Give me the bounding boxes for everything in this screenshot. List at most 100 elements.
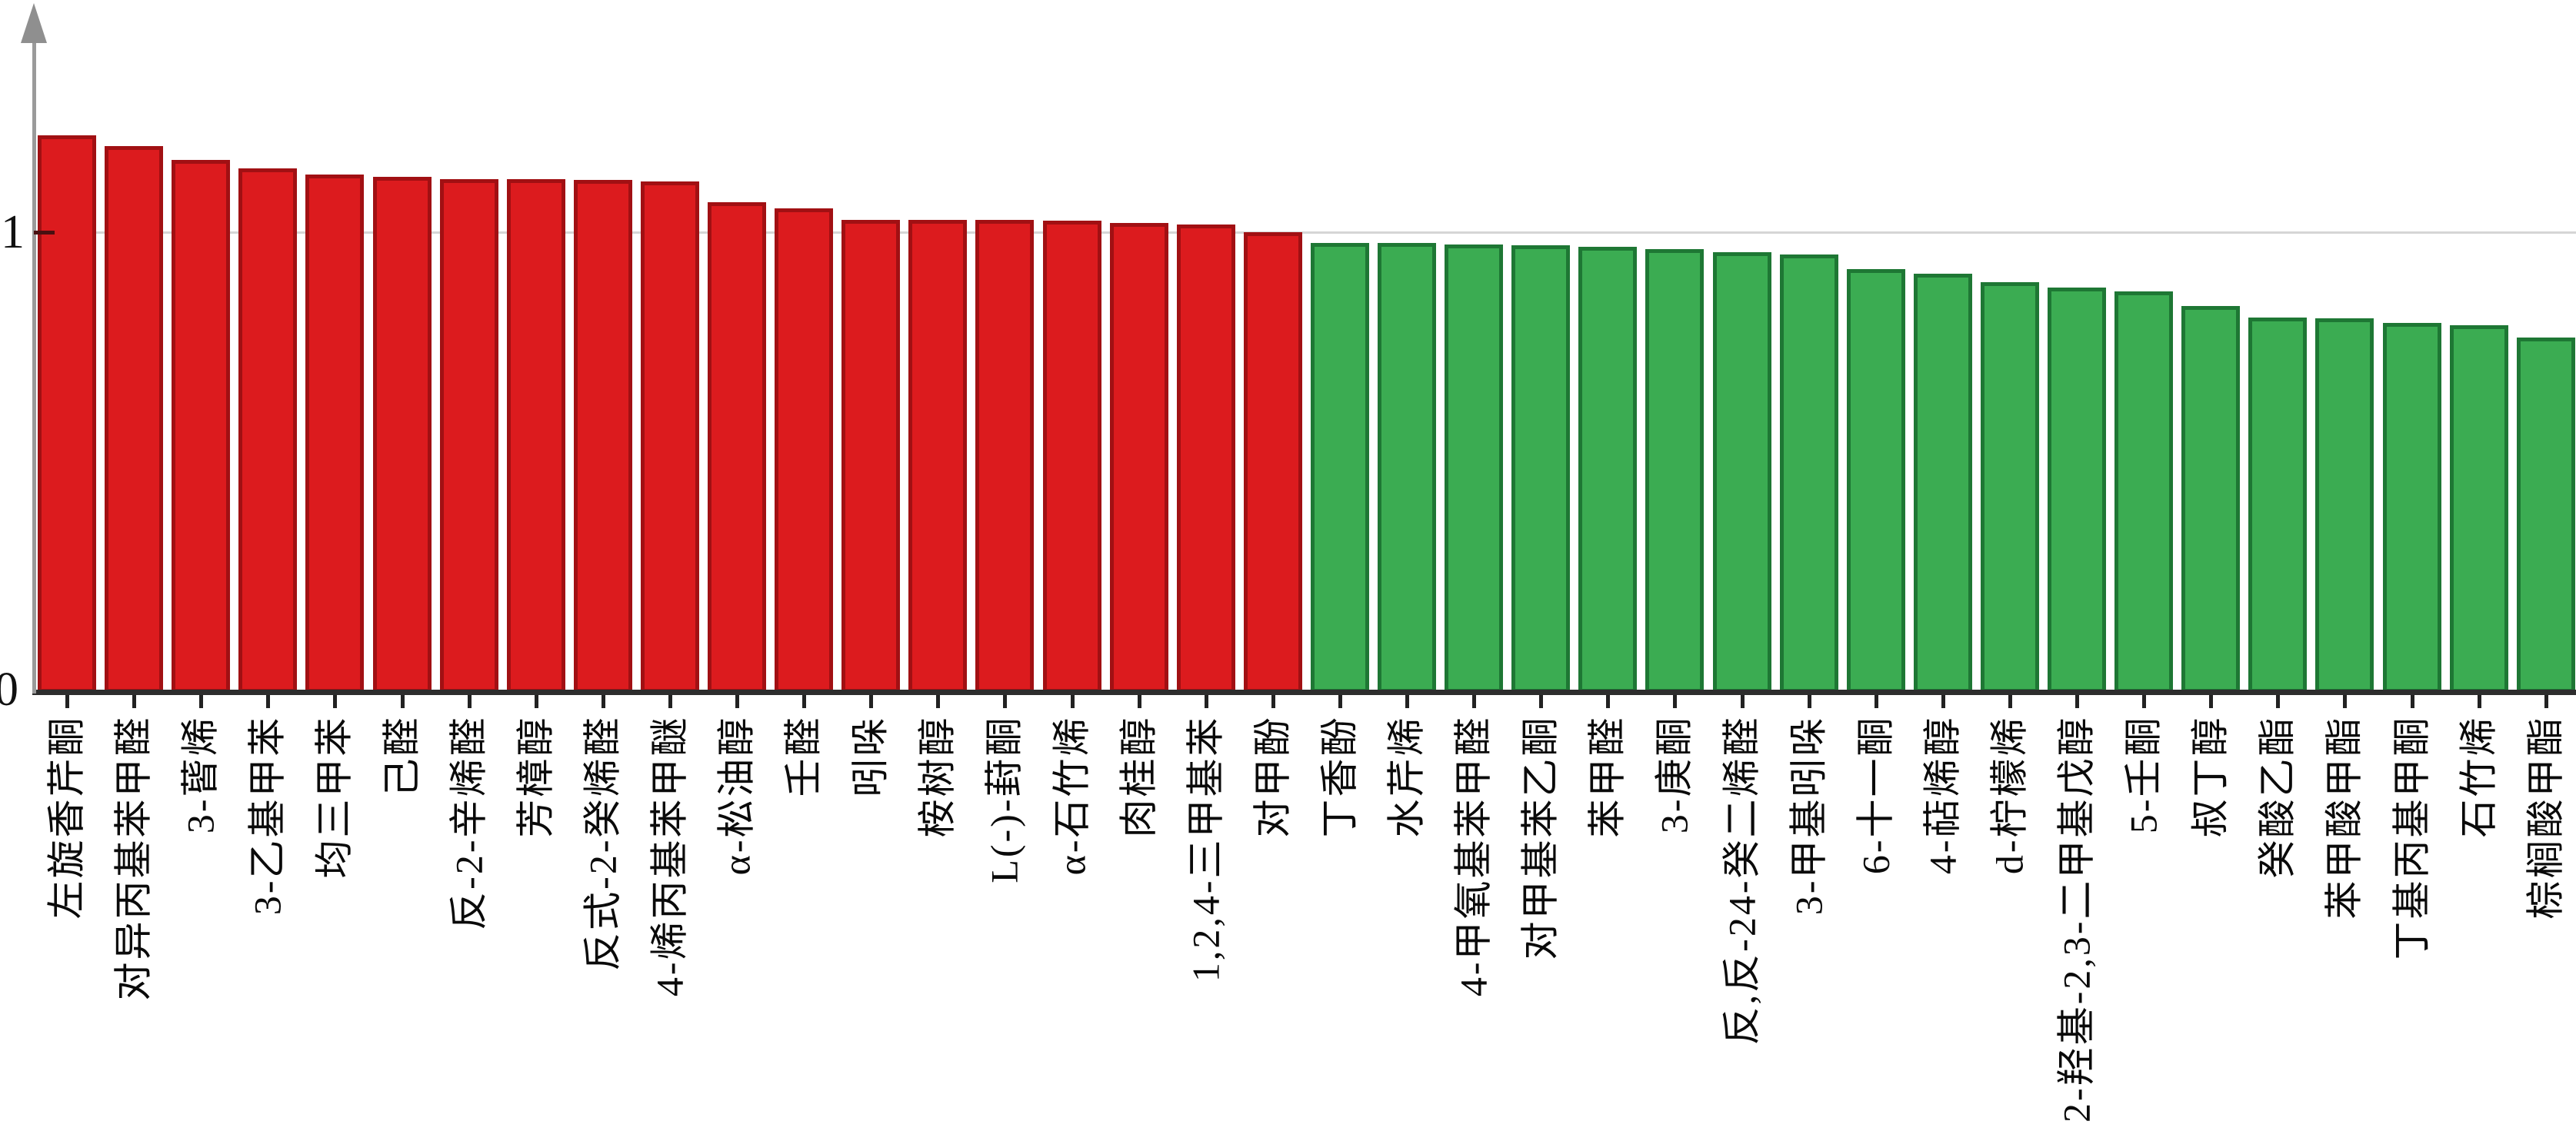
- x-axis-label: 3-乙基甲苯: [245, 715, 289, 916]
- bar: [1445, 244, 1503, 693]
- bar: [2114, 291, 2173, 693]
- x-tick: [2209, 694, 2213, 708]
- bar: [1110, 223, 1168, 693]
- x-axis-label: 反式-2-癸烯醛: [581, 715, 625, 971]
- x-axis-label: 3-蒈烯: [178, 715, 222, 834]
- x-tick: [2411, 694, 2414, 708]
- x-tick: [1205, 694, 1208, 708]
- x-tick: [668, 694, 672, 708]
- bar: [1043, 221, 1101, 693]
- x-tick: [1741, 694, 1745, 708]
- x-axis-label: 水芹烯: [1385, 715, 1428, 838]
- bar: [1914, 274, 1972, 693]
- x-axis-label: α-石竹烯: [1050, 715, 1094, 876]
- bar: [2517, 338, 2575, 693]
- x-axis-label: 2-羟基-2,3-二甲基戊醇: [2054, 715, 2098, 1123]
- x-tick: [936, 694, 940, 708]
- x-axis-label: 4-甲氧基苯甲醛: [1451, 715, 1495, 997]
- x-axis-label: 吲哚: [848, 715, 892, 797]
- x-tick: [535, 694, 538, 708]
- x-axis-line: [32, 690, 2576, 695]
- x-axis-label: 3-庚酮: [1652, 715, 1696, 834]
- x-tick: [2142, 694, 2146, 708]
- x-tick: [1003, 694, 1007, 708]
- bar: [641, 181, 699, 693]
- x-tick: [1138, 694, 1141, 708]
- x-axis-label: α-松油醇: [715, 715, 758, 876]
- bar: [1780, 254, 1838, 693]
- y-axis-line: [32, 31, 36, 694]
- bar: [1981, 282, 2039, 693]
- gridline-y1: [34, 231, 2576, 234]
- x-axis-label: 对甲基苯乙酮: [1518, 715, 1562, 960]
- bar: [775, 208, 833, 693]
- bar: [172, 160, 230, 693]
- x-tick: [1673, 694, 1677, 708]
- x-axis-label: 石竹烯: [2457, 715, 2501, 838]
- bar: [1713, 252, 1771, 693]
- bar: [440, 179, 498, 693]
- bar: [2048, 288, 2106, 693]
- bar: [2383, 323, 2441, 693]
- x-tick: [2544, 694, 2548, 708]
- bar: [1177, 225, 1235, 693]
- bar: [2248, 318, 2307, 693]
- x-tick: [1875, 694, 1878, 708]
- x-tick: [1606, 694, 1610, 708]
- x-axis-label: 对异丙基苯甲醛: [112, 715, 155, 1001]
- x-tick: [2075, 694, 2079, 708]
- x-axis-label: 4-烯丙基苯甲醚: [648, 715, 691, 997]
- bar: [1578, 247, 1637, 693]
- x-axis-label: 对甲酚: [1251, 715, 1295, 838]
- x-axis-label: 反-2-辛烯醛: [447, 715, 491, 930]
- bar: [1311, 243, 1369, 693]
- bar: [2181, 306, 2240, 693]
- y-tick-label-0: 0: [0, 664, 18, 716]
- bar: [373, 177, 432, 693]
- x-tick: [1338, 694, 1342, 708]
- x-axis-label: 丁基丙基甲酮: [2390, 715, 2434, 960]
- x-tick: [65, 694, 69, 708]
- x-tick: [333, 694, 337, 708]
- x-axis-label: 叔丁醇: [2188, 715, 2232, 838]
- x-axis-label: 反,反-24-癸二烯醛: [1720, 715, 1764, 1046]
- x-axis-label: 肉桂醇: [1117, 715, 1161, 838]
- x-tick: [1808, 694, 1811, 708]
- bar: [841, 220, 900, 693]
- x-axis-label: 4-萜烯醇: [1921, 715, 1964, 875]
- bar: [1378, 243, 1436, 693]
- x-axis-label: 丁香酚: [1318, 715, 1361, 838]
- x-axis-label: d-柠檬烯: [1988, 715, 2031, 875]
- x-axis-label: 1,2,4-三甲基苯: [1184, 715, 1228, 983]
- x-tick: [1539, 694, 1543, 708]
- y-tick-label-1: 1: [1, 206, 25, 258]
- x-tick: [266, 694, 270, 708]
- x-axis-label: 癸酸乙酯: [2255, 715, 2299, 879]
- x-tick: [468, 694, 472, 708]
- bar: [574, 180, 632, 693]
- x-tick: [2008, 694, 2012, 708]
- x-tick: [2343, 694, 2347, 708]
- bar: [38, 135, 96, 693]
- x-tick: [199, 694, 203, 708]
- bar: [975, 220, 1034, 693]
- y-axis-arrow-icon: [21, 3, 47, 43]
- x-axis-label: 6-十一酮: [1854, 715, 1898, 875]
- bar: [105, 146, 163, 693]
- x-tick: [1941, 694, 1945, 708]
- x-axis-label: 壬醛: [781, 715, 825, 797]
- x-tick: [401, 694, 405, 708]
- x-tick: [1472, 694, 1476, 708]
- bar: [2315, 318, 2374, 693]
- x-axis-label: 芳樟醇: [514, 715, 558, 838]
- x-axis-label: 棕榈酸甲酯: [2524, 715, 2568, 920]
- bar: [1244, 232, 1302, 693]
- x-axis-label: 均三甲苯: [312, 715, 356, 879]
- x-tick: [2276, 694, 2280, 708]
- x-tick: [1405, 694, 1409, 708]
- x-axis-label: L(-)-葑酮: [982, 715, 1026, 883]
- bar: [1645, 249, 1704, 693]
- y-tick-1: [34, 231, 55, 235]
- x-axis-label: 己醛: [380, 715, 424, 797]
